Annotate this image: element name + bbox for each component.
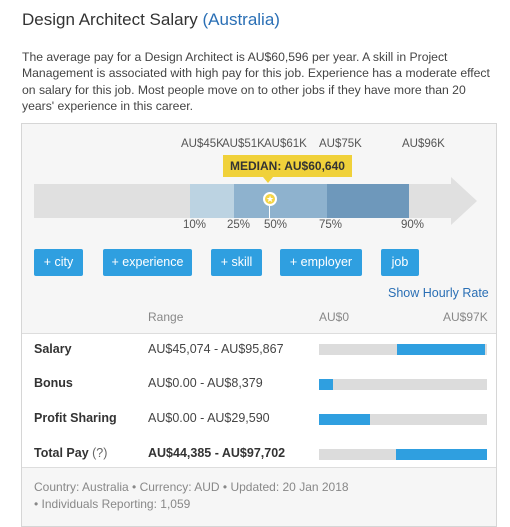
range-fill-total-pay <box>395 449 487 460</box>
help-icon[interactable]: (?) <box>92 446 108 460</box>
row-range-bonus: AU$0.00 - AU$8,379 <box>148 376 263 390</box>
percentile-50: 50% <box>264 219 288 231</box>
page-title: Design Architect Salary (Australia) <box>22 10 280 30</box>
filter-skill-button[interactable]: + skill <box>211 249 262 276</box>
filter-employer-button[interactable]: + employer <box>280 249 362 276</box>
row-label-bonus: Bonus <box>34 376 73 390</box>
scale-max-label: AU$97K <box>443 310 488 324</box>
percentile-10: 10% <box>183 219 207 231</box>
segment-75-90 <box>327 184 409 218</box>
percentile-75: 75% <box>319 219 343 231</box>
segment-50-75 <box>270 184 327 218</box>
range-bar-salary <box>319 344 487 355</box>
range-column-header: Range <box>148 310 184 324</box>
footer-line-1: Country: Australia • Currency: AUD • Upd… <box>34 480 349 494</box>
footer-line-2: • Individuals Reporting: 1,059 <box>34 496 191 511</box>
row-label-salary: Salary <box>34 342 72 356</box>
total-pay-label: Total Pay <box>34 446 89 460</box>
filter-city-button[interactable]: + city <box>34 249 83 276</box>
median-marker-line <box>269 206 270 218</box>
segment-10-25 <box>190 184 234 218</box>
range-bar-bonus <box>319 379 487 390</box>
row-range-salary: AU$45,074 - AU$95,867 <box>148 342 284 356</box>
median-badge: MEDIAN: AU$60,640 <box>223 155 352 177</box>
country-link[interactable]: (Australia) <box>202 10 280 29</box>
range-fill-profit-sharing <box>319 414 371 425</box>
filter-experience-button[interactable]: + experience <box>103 249 192 276</box>
footer-meta: Country: Australia • Currency: AUD • Upd… <box>34 479 474 512</box>
show-hourly-rate-link[interactable]: Show Hourly Rate <box>388 286 489 300</box>
pay-table <box>22 333 496 468</box>
dist-label-90: AU$96K <box>402 138 445 150</box>
row-range-profit-sharing: AU$0.00 - AU$29,590 <box>148 411 270 425</box>
range-bar-profit-sharing <box>319 414 487 425</box>
range-fill-bonus <box>319 379 334 390</box>
intro-text: The average pay for a Design Architect i… <box>22 50 490 113</box>
range-fill-salary <box>397 344 485 355</box>
row-range-total-pay: AU$44,385 - AU$97,702 <box>148 446 286 460</box>
dist-label-10: AU$45K <box>181 138 224 150</box>
median-pointer <box>263 177 273 183</box>
range-bar-total-pay <box>319 449 487 460</box>
dist-label-75: AU$75K <box>319 138 362 150</box>
filter-job-button[interactable]: job <box>381 249 419 276</box>
row-label-total-pay: Total Pay (?) <box>34 446 107 460</box>
median-star-icon: ★ <box>263 192 277 206</box>
percentile-25: 25% <box>227 219 251 231</box>
row-label-profit-sharing: Profit Sharing <box>34 411 117 425</box>
scale-min-label: AU$0 <box>319 310 350 324</box>
distribution-arrow <box>451 177 477 225</box>
job-title: Design Architect Salary <box>22 10 198 29</box>
dist-label-50: AU$61K <box>264 138 307 150</box>
dist-label-25: AU$51K <box>222 138 265 150</box>
percentile-90: 90% <box>401 219 425 231</box>
